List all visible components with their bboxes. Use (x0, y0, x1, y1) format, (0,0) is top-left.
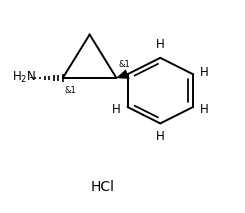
Text: &1: &1 (118, 60, 130, 69)
Text: H: H (111, 103, 120, 116)
Text: &1: &1 (64, 86, 76, 95)
Text: H: H (156, 39, 165, 52)
Text: H$_2$N: H$_2$N (12, 70, 36, 85)
Text: HCl: HCl (91, 180, 115, 194)
Polygon shape (116, 70, 129, 79)
Text: H: H (200, 66, 209, 79)
Text: H: H (156, 130, 165, 143)
Text: H: H (200, 103, 209, 116)
